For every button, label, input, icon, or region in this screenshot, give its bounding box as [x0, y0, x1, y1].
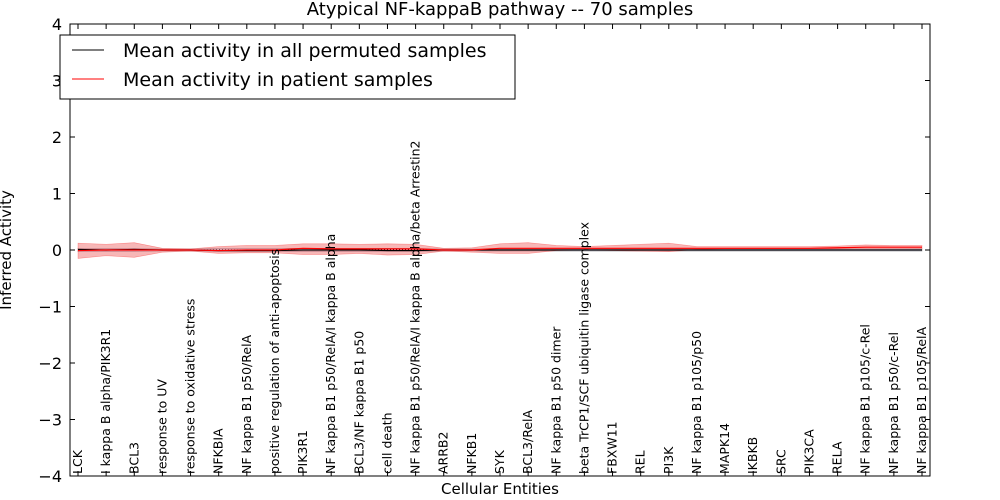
- x-tick-label: response to UV: [154, 379, 169, 474]
- legend-label-permuted: Mean activity in all permuted samples: [123, 40, 486, 62]
- y-tick-label: 3: [52, 72, 62, 91]
- x-axis-label: Cellular Entities: [441, 480, 559, 498]
- x-tick-label: MAPK14: [717, 423, 732, 474]
- x-tick-label: PIK3R1: [295, 430, 310, 474]
- x-tick-label: NF kappa B1 p50/RelA/I kappa B alpha/bet…: [408, 141, 423, 475]
- x-tick-label: BCL3: [126, 442, 141, 474]
- y-tick-label: 1: [52, 185, 62, 204]
- y-tick-label: −1: [38, 298, 62, 317]
- x-tick-label: positive regulation of anti-apoptosis: [267, 249, 282, 474]
- x-tick-label: NF kappa B1 p50/c-Rel: [886, 332, 901, 474]
- y-tick-label: −2: [38, 354, 62, 373]
- x-tick-label: LCK: [70, 449, 85, 474]
- legend: Mean activity in all permuted samples Me…: [59, 34, 516, 100]
- x-tick-label: beta TrCP1/SCF ubiquitin ligase complex: [576, 222, 591, 474]
- x-tick-label: SYK: [492, 449, 507, 474]
- x-axis: LCK I kappa B alpha/PIK3R1 BCL3 response to…: [70, 24, 929, 476]
- x-tick-label: NFKBIA: [211, 428, 226, 474]
- x-tick-label: IKBKB: [745, 437, 760, 474]
- x-tick-label: REL: [633, 450, 648, 474]
- y-tick-label: 4: [52, 15, 62, 34]
- plot-area: [77, 242, 923, 259]
- legend-label-patient: Mean activity in patient samples: [123, 69, 433, 91]
- legend-box: [59, 34, 516, 100]
- x-tick-label: NFKB1: [464, 433, 479, 474]
- y-axis-label: Inferred Activity: [0, 190, 15, 310]
- x-tick-label: NF kappa B1 p50 dimer: [548, 326, 563, 474]
- x-tick-label: response to oxidative stress: [183, 299, 198, 474]
- x-tick-label: ARRB2: [436, 432, 451, 474]
- x-tick-label: SRC: [773, 449, 788, 474]
- y-tick-label: 2: [52, 128, 62, 147]
- y-tick-label: −3: [38, 411, 62, 430]
- x-tick-label: FBXW11: [605, 421, 620, 474]
- x-tick-label: NF kappa B1 p50/RelA/I kappa B alpha: [323, 234, 338, 474]
- y-axis: −4 −3 −2 −1 0 1 2 3 4: [38, 15, 930, 486]
- y-tick-label: 0: [52, 241, 62, 260]
- x-tick-label: NF kappa B1 p105/p50: [689, 331, 704, 474]
- y-tick-label: −4: [38, 467, 62, 486]
- x-tick-label: NF kappa B1 p105/c-Rel: [858, 324, 873, 474]
- series-line-patient: [77, 246, 922, 252]
- x-tick-label: PI3K: [661, 446, 676, 474]
- x-tick-label: NF kappa B1 p105/RelA: [914, 327, 929, 474]
- x-tick-label: PIK3CA: [801, 429, 816, 474]
- x-tick-label: cell death: [379, 412, 394, 474]
- x-tick-label: RELA: [830, 441, 845, 474]
- x-tick-label: BCL3/NF kappa B1 p50: [351, 331, 366, 474]
- x-tick-label: I kappa B alpha/PIK3R1: [98, 329, 113, 474]
- x-tick-label: BCL3/RelA: [520, 410, 535, 474]
- x-tick-label: NF kappa B1 p50/RelA: [239, 334, 254, 474]
- chart-title: Atypical NF-kappaB pathway -- 70 samples: [307, 0, 693, 20]
